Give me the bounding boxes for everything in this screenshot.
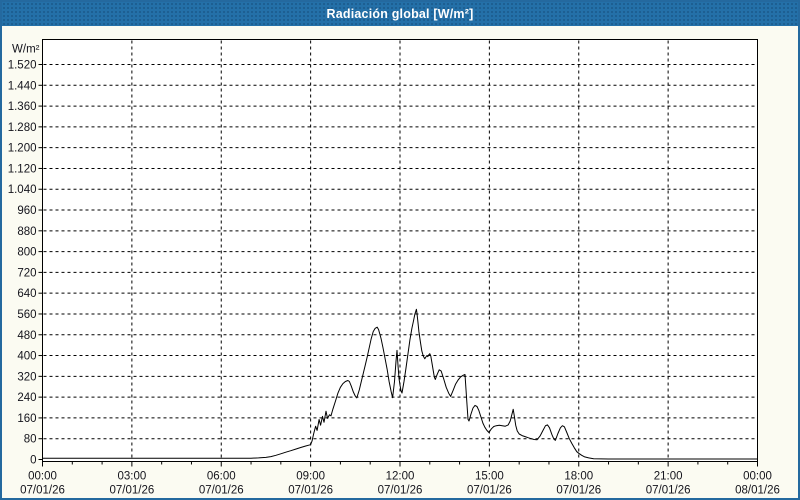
y-tick-label: 240 [17,392,36,404]
y-tick-label: 400 [17,351,36,363]
x-time-label: 21:00 [654,471,683,483]
radiation-series-line [42,308,758,460]
x-date-label: 08/01/26 [735,485,780,497]
y-tick-label: 640 [17,288,36,300]
x-time-label: 12:00 [386,471,415,483]
y-tick-label: 0 [30,455,36,467]
y-tick-label: 800 [17,247,36,259]
y-tick-label: 1.200 [8,143,37,155]
y-tick-label: 1.040 [8,184,37,196]
y-tick-label: 1.120 [8,163,37,175]
x-date-label: 07/01/26 [20,485,65,497]
x-date-label: 07/01/26 [199,485,244,497]
chart-title: Radiación global [W/m²] [326,7,474,21]
x-date-label: 07/01/26 [288,485,333,497]
x-date-label: 07/01/26 [556,485,601,497]
title-bar: Radiación global [W/m²] [2,2,798,26]
x-date-label: 07/01/26 [646,485,691,497]
y-tick-label: 720 [17,267,36,279]
y-tick-label: 880 [17,226,36,238]
x-time-label: 06:00 [207,471,236,483]
y-tick-label: 1.440 [8,80,37,92]
y-tick-label: 160 [17,413,36,425]
y-tick-label: 1.280 [8,122,37,134]
y-tick-label: 560 [17,309,36,321]
y-tick-label: 1.520 [8,60,37,72]
y-tick-label: 80 [24,434,37,446]
x-time-label: 03:00 [117,471,146,483]
y-axis-unit-label: W/m² [12,44,40,56]
y-tick-label: 960 [17,205,36,217]
y-tick-label: 480 [17,330,36,342]
x-time-label: 15:00 [475,471,504,483]
y-tick-label: 320 [17,371,36,383]
x-time-label: 18:00 [564,471,593,483]
x-time-label: 09:00 [296,471,325,483]
x-date-label: 07/01/26 [378,485,423,497]
x-time-label: 00:00 [28,471,57,483]
y-tick-label: 1.360 [8,101,37,113]
x-date-label: 07/01/26 [467,485,512,497]
x-date-label: 07/01/26 [109,485,154,497]
x-time-label: 00:00 [743,471,772,483]
